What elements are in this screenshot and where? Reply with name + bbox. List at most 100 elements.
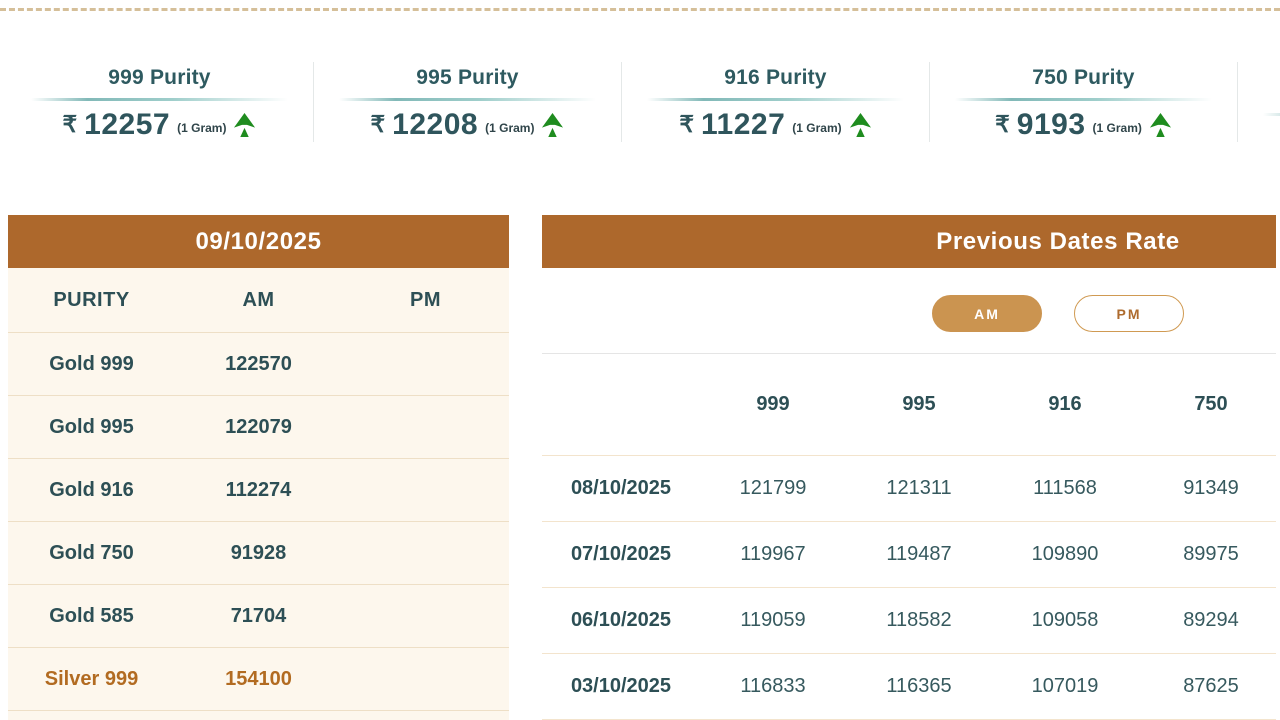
column-header-pm: PM [410, 288, 441, 311]
today-table-row: Silver 999 154100 [8, 647, 509, 710]
card-divider-line [1262, 112, 1280, 116]
previous-dates-body: AM PM 999 995 916 750 08/10/2025 121799 1213… [542, 268, 1276, 720]
row-rate-value: 87625 [1183, 675, 1239, 697]
price-row: ₹ 12257 (1 Gram) [62, 107, 257, 141]
purity-title: 999 Purity [108, 65, 211, 89]
row-rate-value: 111568 [1033, 477, 1097, 499]
today-table-row: Gold 995 122079 [8, 395, 509, 458]
column-header-purity: PURITY [53, 288, 130, 311]
rupee-symbol: ₹ [370, 111, 386, 137]
up-arrow-icon [542, 113, 564, 137]
row-purity-label: Gold 750 [49, 541, 134, 564]
row-purity-label: Gold 916 [49, 478, 134, 501]
row-rate-value: 107019 [1031, 675, 1099, 697]
price-value: 12257 [84, 107, 171, 141]
column-header-purity: 750 [1194, 393, 1228, 415]
rate-card: 995 Purity ₹ 12208 (1 Gram) [314, 62, 622, 142]
previous-table-column-headers: 999 995 916 750 [542, 354, 1276, 456]
previous-table-row: 03/10/2025 116833 116365 107019 87625 [542, 654, 1276, 720]
top-dashed-border [0, 8, 1280, 11]
row-date: 06/10/2025 [570, 609, 672, 631]
row-rate-value: 116833 [740, 675, 806, 697]
price-unit: (1 Gram) [485, 120, 535, 135]
previous-dates-panel: Previous Dates Rate AM PM 999 995 916 750 0… [542, 215, 1276, 720]
purity-title: 995 Purity [416, 65, 519, 89]
row-am-value: 112274 [225, 478, 292, 501]
row-purity-label: Silver 999 [44, 667, 139, 690]
rate-card: 750 Purity ₹ 9193 (1 Gram) [930, 62, 1238, 142]
row-purity-label: Gold 999 [49, 352, 134, 375]
card-divider-line [646, 97, 905, 101]
toggle-separator [542, 353, 1276, 354]
card-divider-line [30, 97, 289, 101]
column-header-am: AM [242, 288, 275, 311]
previous-table-row: 06/10/2025 119059 118582 109058 89294 [542, 588, 1276, 654]
pm-tab-button[interactable]: PM [1074, 295, 1184, 332]
today-table-rows: Gold 999 122570 Gold 995 122079 Gold 916… [8, 332, 509, 710]
rate-card: 999 Purity ₹ 12257 (1 Gram) [6, 62, 314, 142]
am-pm-toggle: AM PM [542, 268, 1276, 332]
up-arrow-icon [1149, 113, 1171, 137]
card-divider-line [954, 97, 1213, 101]
purity-title: 750 Purity [1032, 65, 1135, 89]
partial-next-row [8, 710, 509, 720]
row-rate-value: 121799 [739, 477, 807, 499]
up-arrow-icon [234, 113, 256, 137]
column-header-purity: 995 [902, 393, 936, 415]
row-am-value: 154100 [225, 667, 292, 690]
previous-table-rows: 08/10/2025 121799 121311 111568 91349 07/10… [542, 456, 1276, 720]
rate-card: 916 Purity ₹ 11227 (1 Gram) [622, 62, 930, 142]
today-rate-table: 09/10/2025 PURITY AM PM Gold 999 122570 … [8, 215, 509, 720]
row-date: 07/10/2025 [570, 543, 672, 565]
row-am-value: 71704 [230, 604, 287, 627]
price-row: ₹ 12208 (1 Gram) [370, 107, 565, 141]
price-unit: (1 Gram) [1092, 120, 1142, 135]
price-row: ₹ 11227 (1 Gram) [679, 107, 871, 141]
card-divider-line [338, 97, 597, 101]
row-date: 08/10/2025 [570, 477, 672, 499]
column-header-purity: 916 [1048, 393, 1082, 415]
rupee-symbol: ₹ [995, 111, 1010, 137]
row-purity-label: Gold 585 [49, 604, 134, 627]
up-arrow-icon [849, 113, 871, 137]
row-am-value: 122079 [225, 415, 292, 438]
today-table-column-headers: PURITY AM PM [8, 268, 509, 332]
row-rate-value: 119967 [740, 543, 806, 565]
price-value: 9193 [1016, 107, 1086, 141]
price-unit: (1 Gram) [177, 120, 227, 135]
rate-cards-strip: 999 Purity ₹ 12257 (1 Gram) 995 Purity ₹… [6, 62, 1280, 142]
row-am-value: 91928 [230, 541, 287, 564]
row-rate-value: 119059 [740, 609, 806, 631]
today-date-header: 09/10/2025 [8, 215, 509, 268]
row-rate-value: 121311 [886, 477, 952, 499]
row-rate-value: 89975 [1183, 543, 1239, 565]
previous-table-row: 07/10/2025 119967 119487 109890 89975 [542, 522, 1276, 588]
rupee-symbol: ₹ [62, 111, 78, 137]
row-purity-label: Gold 995 [49, 415, 134, 438]
row-rate-value: 118582 [886, 609, 952, 631]
row-rate-value: 116365 [886, 675, 952, 697]
row-rate-value: 119487 [886, 543, 952, 565]
previous-dates-title: Previous Dates Rate [542, 215, 1276, 268]
am-tab-button[interactable]: AM [932, 295, 1042, 332]
row-date: 03/10/2025 [570, 675, 672, 697]
today-table-body: PURITY AM PM Gold 999 122570 Gold 995 12… [8, 268, 509, 720]
row-rate-value: 109058 [1031, 609, 1099, 631]
price-unit: (1 Gram) [792, 120, 842, 135]
column-header-purity: 999 [756, 393, 790, 415]
row-rate-value: 109890 [1031, 543, 1099, 565]
today-table-row: Gold 916 112274 [8, 458, 509, 521]
price-value: 11227 [701, 107, 786, 141]
previous-table-row: 08/10/2025 121799 121311 111568 91349 [542, 456, 1276, 522]
price-value: 12208 [392, 107, 479, 141]
rate-card-partial [1238, 62, 1280, 142]
today-table-row: Gold 750 91928 [8, 521, 509, 584]
row-am-value: 122570 [225, 352, 292, 375]
row-rate-value: 89294 [1183, 609, 1239, 631]
today-table-row: Gold 999 122570 [8, 332, 509, 395]
purity-title: 916 Purity [724, 65, 827, 89]
today-table-row: Gold 585 71704 [8, 584, 509, 647]
price-row: ₹ 9193 (1 Gram) [995, 107, 1172, 141]
row-rate-value: 91349 [1183, 477, 1239, 499]
rupee-symbol: ₹ [679, 111, 694, 137]
